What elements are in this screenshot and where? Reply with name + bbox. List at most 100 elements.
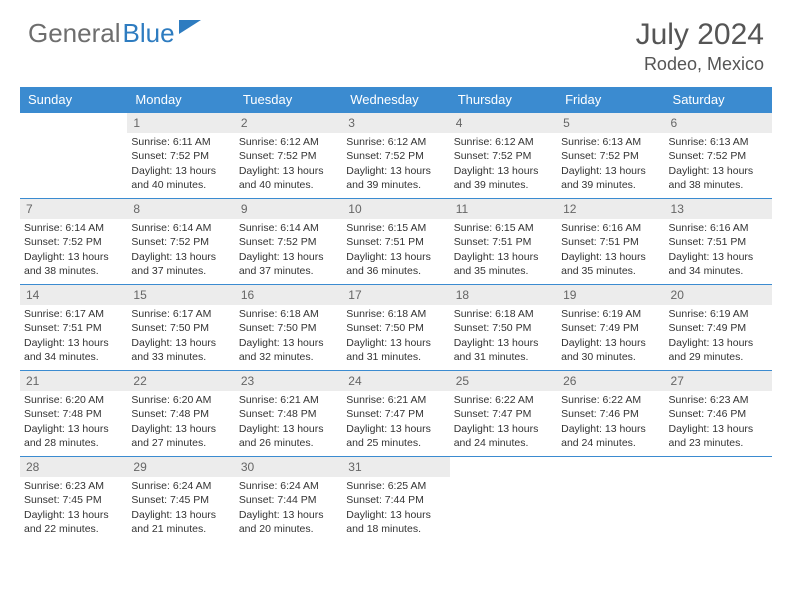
page-header: GeneralBlue July 2024 Rodeo, Mexico (0, 0, 792, 83)
daylight-text: Daylight: 13 hours and 25 minutes. (346, 422, 445, 450)
sunrise-text: Sunrise: 6:13 AM (561, 135, 660, 149)
calendar-week-row: 21Sunrise: 6:20 AMSunset: 7:48 PMDayligh… (20, 371, 772, 457)
day-number: 16 (235, 285, 342, 305)
daylight-text: Daylight: 13 hours and 34 minutes. (24, 336, 123, 364)
sunrise-text: Sunrise: 6:17 AM (131, 307, 230, 321)
day-number: 22 (127, 371, 234, 391)
daylight-text: Daylight: 13 hours and 39 minutes. (561, 164, 660, 192)
day-header: Tuesday (235, 87, 342, 113)
sunset-text: Sunset: 7:46 PM (669, 407, 768, 421)
day-details: Sunrise: 6:12 AMSunset: 7:52 PMDaylight:… (450, 133, 557, 196)
day-details: Sunrise: 6:16 AMSunset: 7:51 PMDaylight:… (557, 219, 664, 282)
sunrise-text: Sunrise: 6:20 AM (131, 393, 230, 407)
day-details: Sunrise: 6:19 AMSunset: 7:49 PMDaylight:… (665, 305, 772, 368)
day-number: 10 (342, 199, 449, 219)
daylight-text: Daylight: 13 hours and 40 minutes. (131, 164, 230, 192)
sunrise-text: Sunrise: 6:13 AM (669, 135, 768, 149)
daylight-text: Daylight: 13 hours and 32 minutes. (239, 336, 338, 364)
calendar-day-cell: 25Sunrise: 6:22 AMSunset: 7:47 PMDayligh… (450, 371, 557, 457)
sunset-text: Sunset: 7:47 PM (454, 407, 553, 421)
sunset-text: Sunset: 7:48 PM (131, 407, 230, 421)
daylight-text: Daylight: 13 hours and 34 minutes. (669, 250, 768, 278)
sunrise-text: Sunrise: 6:15 AM (346, 221, 445, 235)
sunset-text: Sunset: 7:52 PM (454, 149, 553, 163)
daylight-text: Daylight: 13 hours and 27 minutes. (131, 422, 230, 450)
day-number: 11 (450, 199, 557, 219)
sunrise-text: Sunrise: 6:16 AM (669, 221, 768, 235)
calendar-day-cell: 17Sunrise: 6:18 AMSunset: 7:50 PMDayligh… (342, 285, 449, 371)
day-number: 12 (557, 199, 664, 219)
calendar-day-cell: 6Sunrise: 6:13 AMSunset: 7:52 PMDaylight… (665, 113, 772, 199)
day-header-row: Sunday Monday Tuesday Wednesday Thursday… (20, 87, 772, 113)
day-details: Sunrise: 6:14 AMSunset: 7:52 PMDaylight:… (20, 219, 127, 282)
daylight-text: Daylight: 13 hours and 28 minutes. (24, 422, 123, 450)
triangle-icon (179, 20, 201, 34)
day-number: 20 (665, 285, 772, 305)
day-number: 19 (557, 285, 664, 305)
sunset-text: Sunset: 7:45 PM (24, 493, 123, 507)
calendar-day-cell: 22 Sunrise: 6:20 AMSunset: 7:48 PMDayligh… (127, 371, 234, 457)
daylight-text: Daylight: 13 hours and 30 minutes. (561, 336, 660, 364)
sunrise-text: Sunrise: 6:23 AM (24, 479, 123, 493)
daylight-text: Daylight: 13 hours and 31 minutes. (346, 336, 445, 364)
day-number: 25 (450, 371, 557, 391)
sunset-text: Sunset: 7:52 PM (24, 235, 123, 249)
sunset-text: Sunset: 7:50 PM (346, 321, 445, 335)
day-number: 28 (20, 457, 127, 477)
sunrise-text: Sunrise: 6:12 AM (454, 135, 553, 149)
day-details: Sunrise: 6:12 AMSunset: 7:52 PMDaylight:… (342, 133, 449, 196)
day-number: 13 (665, 199, 772, 219)
day-number: 5 (557, 113, 664, 133)
day-number: 29 (127, 457, 234, 477)
daylight-text: Daylight: 13 hours and 24 minutes. (454, 422, 553, 450)
day-header: Friday (557, 87, 664, 113)
day-number: 21 (20, 371, 127, 391)
day-details: Sunrise: 6:17 AMSunset: 7:51 PMDaylight:… (20, 305, 127, 368)
day-header: Thursday (450, 87, 557, 113)
sunrise-text: Sunrise: 6:18 AM (454, 307, 553, 321)
day-number: 2 (235, 113, 342, 133)
daylight-text: Daylight: 13 hours and 22 minutes. (24, 508, 123, 536)
day-number: 6 (665, 113, 772, 133)
sunset-text: Sunset: 7:44 PM (239, 493, 338, 507)
sunrise-text: Sunrise: 6:25 AM (346, 479, 445, 493)
day-header: Sunday (20, 87, 127, 113)
brand-part1: General (28, 18, 121, 49)
calendar-day-cell: 29Sunrise: 6:24 AMSunset: 7:45 PMDayligh… (127, 457, 234, 543)
calendar-table: Sunday Monday Tuesday Wednesday Thursday… (20, 87, 772, 543)
day-number: 23 (235, 371, 342, 391)
sunset-text: Sunset: 7:50 PM (454, 321, 553, 335)
sunrise-text: Sunrise: 6:21 AM (346, 393, 445, 407)
day-details: Sunrise: 6:22 AMSunset: 7:46 PMDaylight:… (557, 391, 664, 454)
sunset-text: Sunset: 7:52 PM (131, 149, 230, 163)
daylight-text: Daylight: 13 hours and 33 minutes. (131, 336, 230, 364)
sunset-text: Sunset: 7:50 PM (239, 321, 338, 335)
day-number: 3 (342, 113, 449, 133)
day-details: Sunrise: 6:23 AMSunset: 7:46 PMDaylight:… (665, 391, 772, 454)
daylight-text: Daylight: 13 hours and 26 minutes. (239, 422, 338, 450)
sunset-text: Sunset: 7:49 PM (561, 321, 660, 335)
sunset-text: Sunset: 7:52 PM (131, 235, 230, 249)
calendar-day-cell (450, 457, 557, 543)
calendar-day-cell: 18Sunrise: 6:18 AMSunset: 7:50 PMDayligh… (450, 285, 557, 371)
sunrise-text: Sunrise: 6:14 AM (131, 221, 230, 235)
sunrise-text: Sunrise: 6:22 AM (561, 393, 660, 407)
day-details: Sunrise: 6:14 AMSunset: 7:52 PMDaylight:… (235, 219, 342, 282)
calendar-day-cell: 7Sunrise: 6:14 AMSunset: 7:52 PMDaylight… (20, 199, 127, 285)
calendar-day-cell: 8Sunrise: 6:14 AMSunset: 7:52 PMDaylight… (127, 199, 234, 285)
day-details: Sunrise: 6:15 AMSunset: 7:51 PMDaylight:… (342, 219, 449, 282)
sunrise-text: Sunrise: 6:24 AM (239, 479, 338, 493)
day-details: Sunrise: 6:15 AMSunset: 7:51 PMDaylight:… (450, 219, 557, 282)
daylight-text: Daylight: 13 hours and 24 minutes. (561, 422, 660, 450)
calendar-day-cell: 1Sunrise: 6:11 AMSunset: 7:52 PMDaylight… (127, 113, 234, 199)
day-number: 26 (557, 371, 664, 391)
title-block: July 2024 Rodeo, Mexico (636, 18, 764, 75)
sunrise-text: Sunrise: 6:14 AM (24, 221, 123, 235)
day-details: Sunrise: 6:18 AMSunset: 7:50 PMDaylight:… (450, 305, 557, 368)
day-details: Sunrise: 6:22 AMSunset: 7:47 PMDaylight:… (450, 391, 557, 454)
sunrise-text: Sunrise: 6:11 AM (131, 135, 230, 149)
day-details: Sunrise: 6:13 AMSunset: 7:52 PMDaylight:… (665, 133, 772, 196)
brand-part2: Blue (123, 18, 175, 49)
daylight-text: Daylight: 13 hours and 37 minutes. (239, 250, 338, 278)
sunset-text: Sunset: 7:52 PM (239, 235, 338, 249)
